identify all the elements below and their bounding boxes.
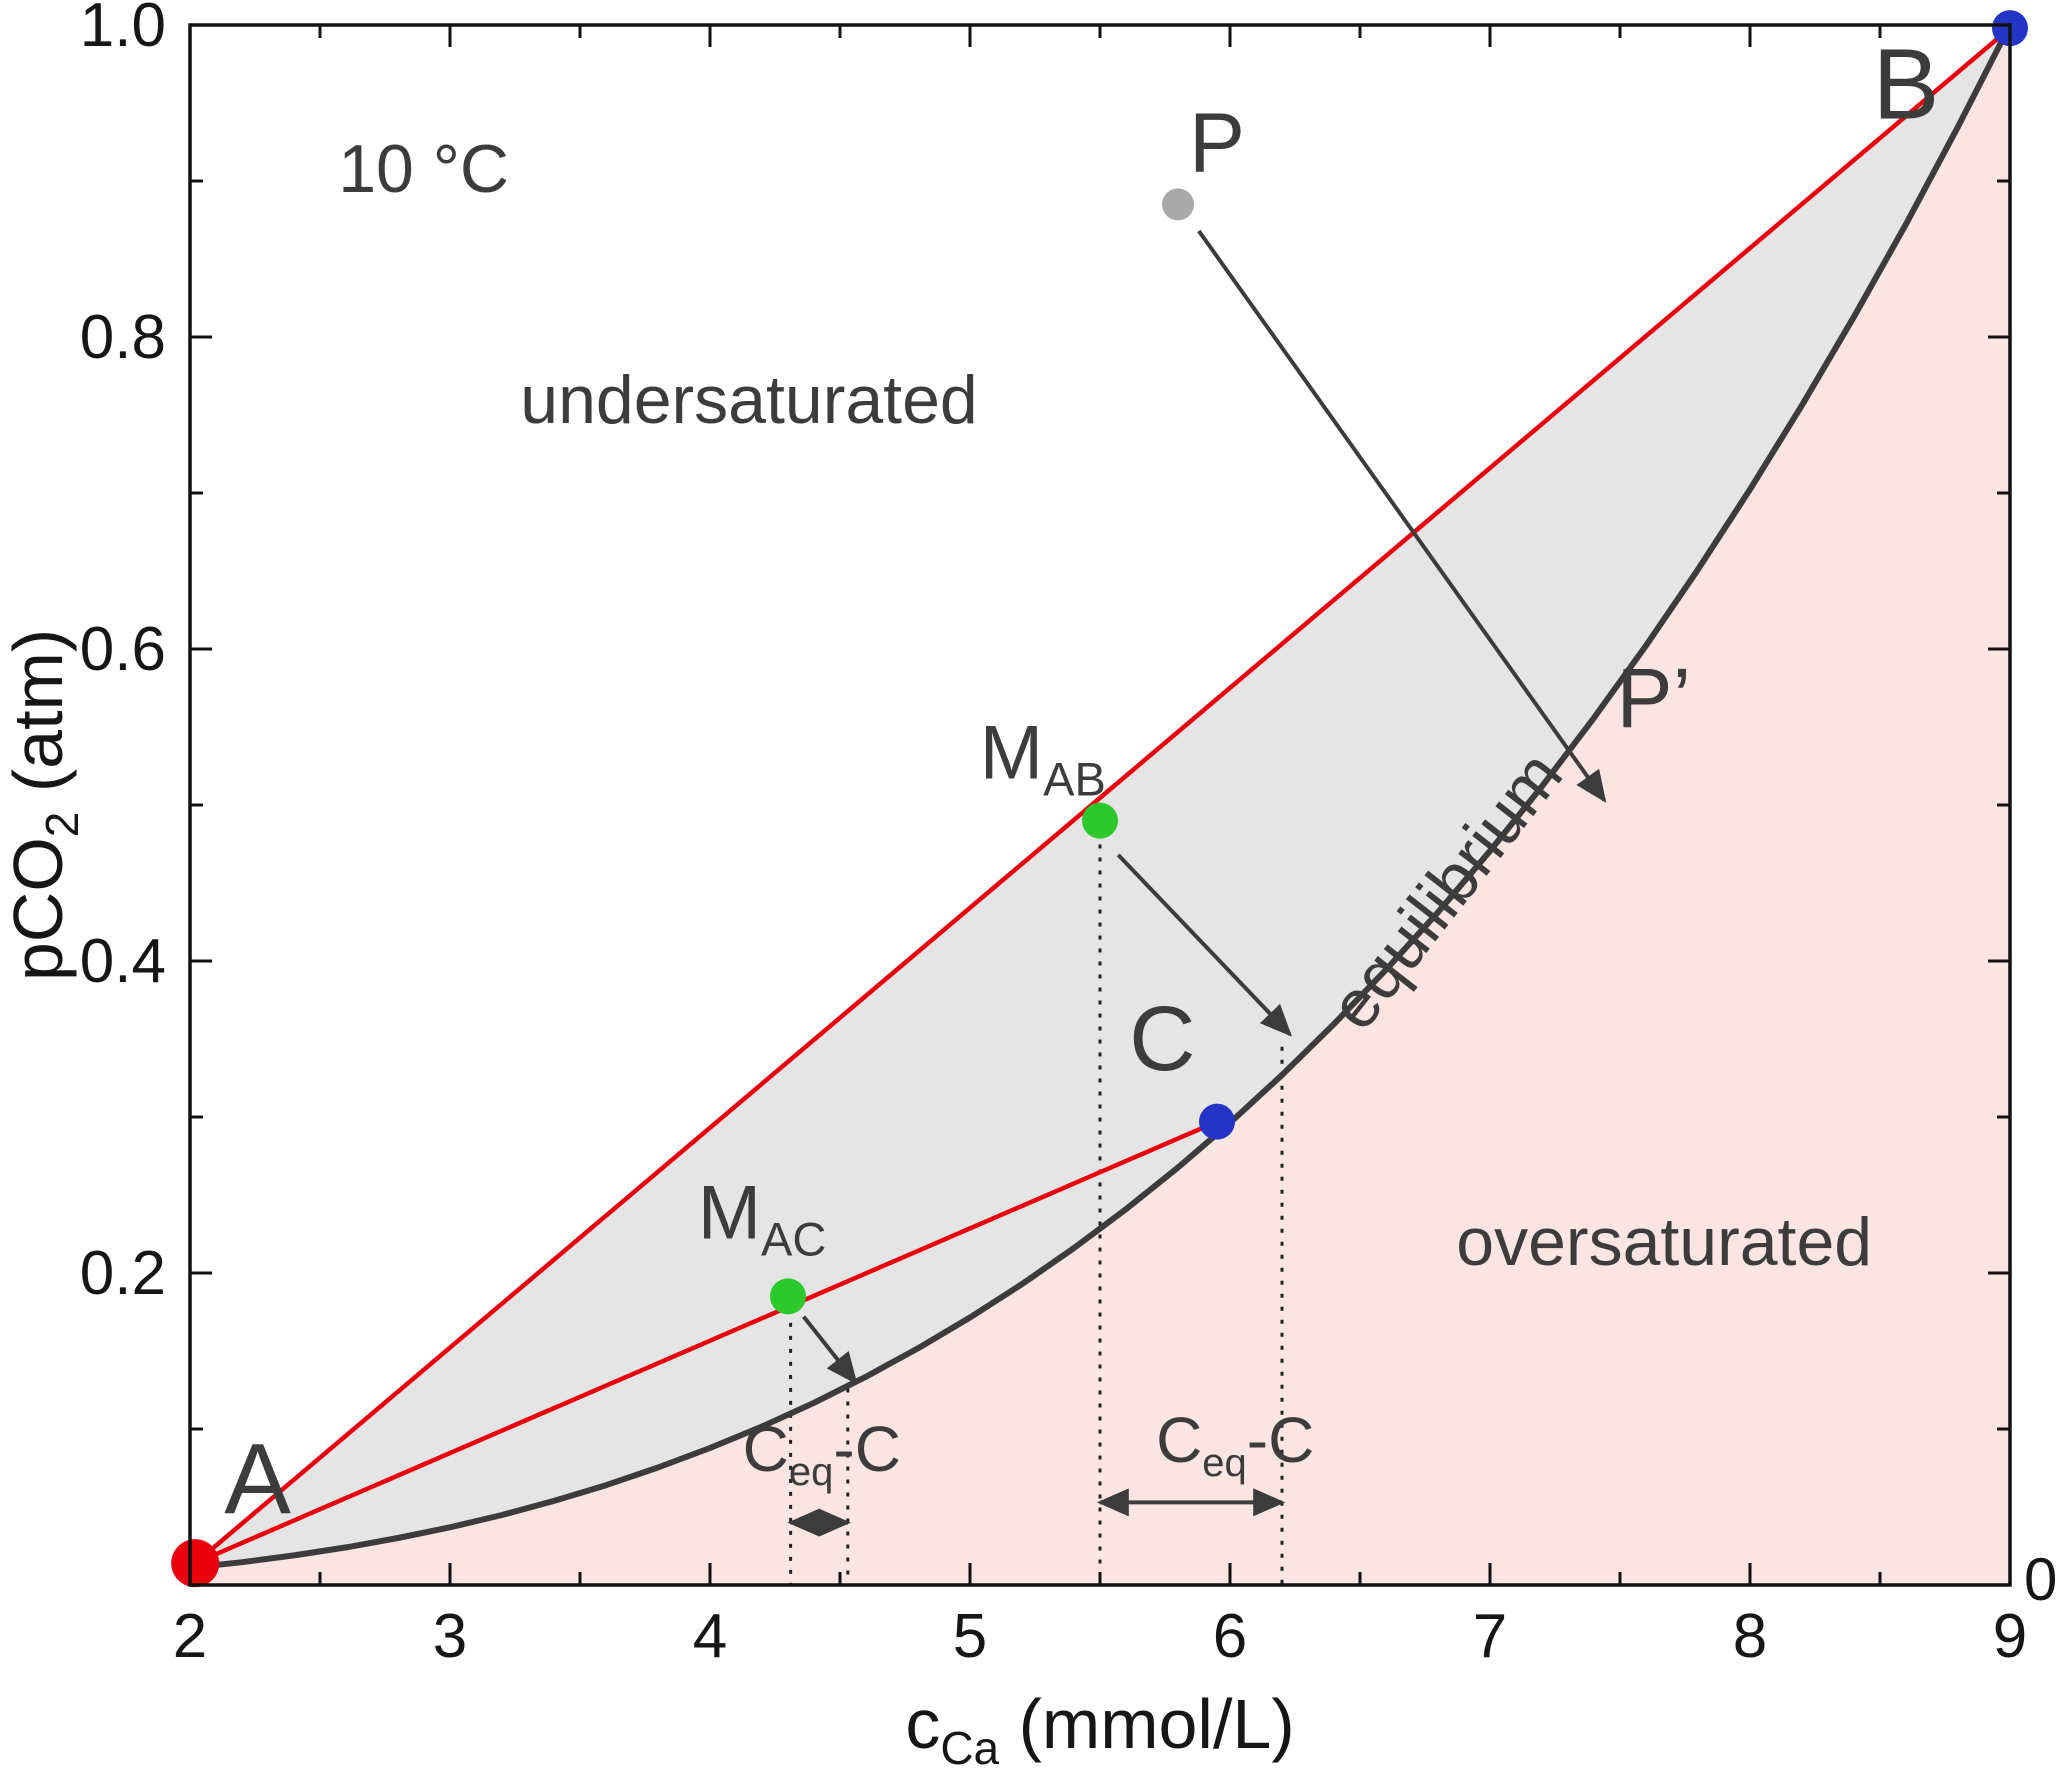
- annotation-undersaturated: undersaturated: [520, 362, 977, 438]
- regions-layer: [190, 25, 2010, 1585]
- lines-layer: [187, 22, 2013, 1571]
- annotation-mac: MAC: [698, 1171, 827, 1266]
- right-axis-zero-label: 0: [2024, 1546, 2057, 1613]
- points-layer: [171, 10, 2028, 1588]
- arrows-layer: [787, 229, 1607, 1537]
- point-A: [171, 1539, 220, 1588]
- x-axis-label-main: c: [905, 1685, 940, 1763]
- arrow: [802, 1315, 858, 1385]
- annotation-b: B: [1873, 29, 1940, 141]
- x-tick-label: 9: [1993, 1602, 2027, 1671]
- y-tick-label: 0.6: [80, 615, 166, 684]
- axes-layer: 2 3 4 5 6 7 8 9 0.2 0.4 0.6 0.8 1.0: [80, 0, 2027, 1671]
- annotation-oversaturated: oversaturated: [1456, 1204, 1872, 1280]
- y-tick-label: 0.2: [80, 1239, 166, 1308]
- point-MAC: [770, 1278, 806, 1315]
- y-axis-label-unit: (atm): [0, 629, 77, 812]
- arrow: [1197, 229, 1607, 803]
- point-MAB: [1082, 802, 1118, 839]
- x-tick-label: 5: [953, 1602, 987, 1671]
- y-tick-label: 0.4: [80, 927, 166, 996]
- annotation-c: C: [1129, 988, 1195, 1090]
- x-tick-label: 8: [1733, 1602, 1767, 1671]
- y-tick-label: 0.8: [80, 303, 166, 372]
- y-axis-label-sub: 2: [36, 812, 88, 838]
- annotation-10-c: 10 °C: [338, 131, 509, 207]
- y-axis-label: pCO2 (atm): [0, 629, 88, 981]
- y-axis-label-main: pCO: [0, 837, 77, 981]
- point-C: [1199, 1103, 1235, 1140]
- x-tick-label: 7: [1473, 1602, 1507, 1671]
- guides-layer: [789, 831, 1284, 1585]
- x-tick-label: 2: [173, 1602, 207, 1671]
- annotation-p: P: [1189, 96, 1245, 190]
- y-tick-label: 1.0: [80, 0, 166, 60]
- annotation-a: A: [224, 1423, 291, 1535]
- mixing-line-A-B: [193, 26, 2012, 1565]
- x-axis-label-unit: (mmol/L): [999, 1685, 1295, 1763]
- mixing-line-A-C: [194, 1119, 1218, 1566]
- point-P: [1162, 188, 1194, 221]
- x-tick-label: 6: [1213, 1602, 1247, 1671]
- annotation-ceq: Ceq-C: [1156, 1404, 1314, 1485]
- x-axis-label-sub: Ca: [940, 1722, 999, 1774]
- annotation-p: P’: [1616, 651, 1691, 745]
- equilibrium-curve: [187, 22, 2013, 1571]
- arrow: [1116, 853, 1293, 1037]
- x-tick-label: 4: [693, 1602, 727, 1671]
- x-axis-label: cCa (mmol/L): [905, 1685, 1294, 1774]
- annotation-mab: MAB: [980, 710, 1106, 805]
- x-tick-label: 3: [433, 1602, 467, 1671]
- annotation-ceq: Ceq-C: [743, 1413, 901, 1494]
- oversaturated-region: [190, 25, 2010, 1585]
